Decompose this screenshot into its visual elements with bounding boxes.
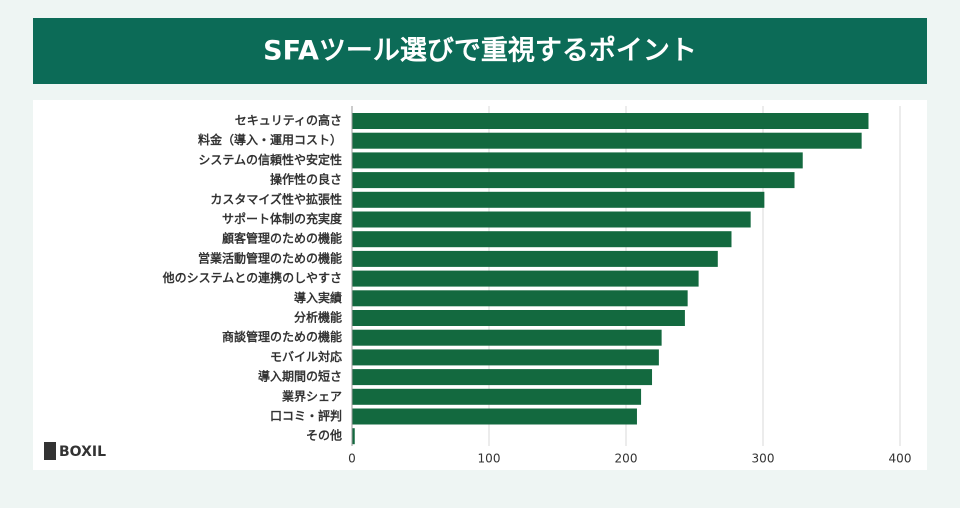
bar bbox=[352, 310, 685, 326]
y-tick-label: 営業活動管理のための機能 bbox=[198, 250, 342, 265]
y-tick-label: サポート体制の充実度 bbox=[222, 211, 343, 226]
bar bbox=[352, 290, 688, 307]
bar bbox=[352, 132, 862, 149]
chart-title: SFAツール選びで重視するポイント bbox=[263, 36, 697, 67]
bar bbox=[352, 172, 795, 189]
x-tick-label: 200 bbox=[615, 452, 638, 466]
y-tick-label: 分析機能 bbox=[294, 310, 342, 325]
bar bbox=[352, 329, 662, 346]
y-tick-label: 料金（導入・運用コスト） bbox=[198, 132, 342, 147]
bar bbox=[352, 408, 637, 425]
y-tick-label: 業界シェア bbox=[281, 388, 342, 403]
y-tick-label: 導入期間の短さ bbox=[258, 369, 342, 384]
bar bbox=[352, 428, 355, 445]
x-tick-label: 0 bbox=[348, 452, 356, 466]
bar bbox=[352, 388, 642, 405]
bar bbox=[352, 231, 732, 248]
y-tick-label: その他 bbox=[306, 428, 342, 443]
logo: BOXIL bbox=[59, 444, 106, 460]
logo-icon bbox=[44, 442, 56, 460]
y-tick-label: モバイル対応 bbox=[270, 349, 342, 364]
bar bbox=[352, 211, 751, 228]
y-tick-label: 口コミ・評判 bbox=[270, 408, 342, 423]
y-tick-label: システムの信頼性や安定性 bbox=[198, 152, 342, 167]
bar bbox=[352, 113, 869, 129]
x-tick-label: 100 bbox=[478, 452, 501, 466]
y-tick-label: 導入実績 bbox=[294, 290, 342, 305]
bar bbox=[352, 152, 803, 169]
y-tick-label: カスタマイズ性や拡張性 bbox=[210, 191, 342, 206]
x-tick-label: 300 bbox=[752, 452, 775, 466]
bar bbox=[352, 349, 659, 366]
y-tick-label: 操作性の良さ bbox=[270, 172, 342, 187]
header-band bbox=[33, 18, 927, 84]
x-tick-label: 400 bbox=[889, 452, 912, 466]
y-tick-label: 他のシステムとの連携のしやすさ bbox=[162, 270, 342, 285]
bar bbox=[352, 250, 718, 267]
bar bbox=[352, 369, 653, 386]
bar bbox=[352, 270, 699, 287]
y-tick-label: 顧客管理のための機能 bbox=[222, 231, 342, 246]
y-tick-label: セキュリティの高さ bbox=[235, 113, 342, 128]
y-tick-label: 商談管理のための機能 bbox=[222, 329, 342, 344]
bar bbox=[352, 191, 765, 208]
